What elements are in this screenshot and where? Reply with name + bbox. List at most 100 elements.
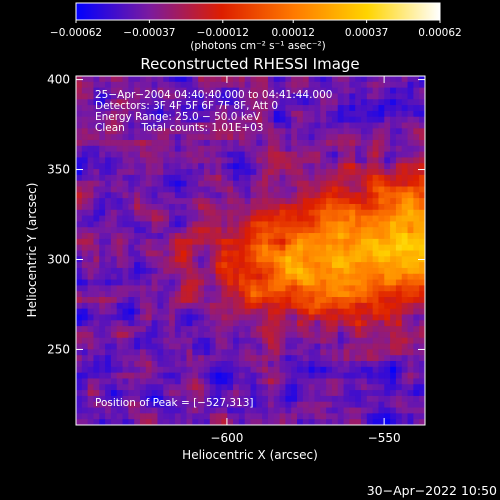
heatmap-cell (349, 174, 356, 182)
heatmap-cell (110, 221, 118, 228)
heatmap-cell (186, 285, 193, 292)
heatmap-cell (122, 326, 129, 333)
heatmap-cell (331, 186, 339, 193)
heatmap-cell (215, 331, 223, 339)
heatmap-cell (134, 157, 141, 164)
heatmap-cell (285, 267, 292, 275)
heatmap-cell (314, 198, 321, 205)
heatmap-cell (378, 273, 385, 281)
heatmap-cell (326, 331, 333, 339)
heatmap-cell (76, 221, 83, 228)
heatmap-cell (174, 267, 182, 275)
heatmap-cell (192, 81, 199, 89)
heatmap-cell (361, 227, 368, 234)
heatmap-cell (139, 169, 147, 176)
heatmap-cell (134, 372, 141, 380)
heatmap-cell (151, 279, 159, 286)
heatmap-cell (238, 99, 246, 106)
heatmap-cell (401, 390, 409, 397)
heatmap-cell (395, 419, 403, 425)
heatmap-cell (401, 401, 409, 409)
heatmap-cell (186, 244, 193, 252)
heatmap-cell (128, 384, 135, 391)
heatmap-cell (372, 128, 380, 135)
heatmap-cell (157, 87, 164, 95)
heatmap-cell (128, 151, 135, 159)
heatmap-cell (413, 87, 420, 95)
heatmap-cell (145, 238, 153, 246)
heatmap-cell (192, 110, 199, 118)
heatmap-cell (93, 93, 100, 100)
heatmap-cell (413, 93, 420, 100)
heatmap-cell (291, 372, 298, 380)
heatmap-cell (122, 355, 129, 362)
heatmap-cell (326, 349, 333, 356)
heatmap-cell (180, 203, 188, 211)
heatmap-cell (267, 349, 275, 356)
heatmap-cell (99, 262, 106, 269)
heatmap-cell (157, 355, 164, 362)
heatmap-cell (413, 169, 420, 176)
heatmap-cell (372, 361, 380, 368)
heatmap-cell (209, 221, 217, 228)
heatmap-cell (407, 157, 414, 164)
heatmap-cell (262, 87, 269, 95)
heatmap-cell (227, 262, 234, 269)
heatmap-cell (349, 198, 356, 205)
heatmap-cell (163, 110, 170, 118)
heatmap-cell (105, 139, 112, 147)
heatmap-cell (198, 209, 205, 217)
heatmap-cell (361, 326, 368, 333)
heatmap-cell (233, 302, 240, 310)
heatmap-cell (87, 314, 95, 321)
heatmap-cell (81, 413, 89, 420)
heatmap-cell (221, 291, 228, 298)
heatmap-cell (180, 174, 188, 182)
heatmap-cell (413, 134, 420, 141)
heatmap-cell (291, 139, 298, 147)
heatmap-cell (105, 203, 112, 211)
heatmap-cell (157, 390, 164, 397)
heatmap-cell (169, 314, 176, 321)
heatmap-cell (407, 180, 414, 188)
heatmap-cell (180, 407, 188, 414)
heatmap-cell (151, 297, 159, 304)
heatmap-cell (320, 244, 327, 252)
heatmap-cell (203, 87, 211, 95)
heatmap-cell (186, 128, 193, 135)
heatmap-cell (99, 337, 106, 345)
heatmap-cell (337, 320, 345, 327)
heatmap-cell (297, 279, 304, 286)
heatmap-cell (273, 250, 281, 257)
heatmap-cell (262, 366, 269, 374)
heatmap-cell (349, 116, 356, 124)
heatmap-cell (169, 267, 176, 275)
heatmap-cell (139, 291, 147, 298)
heatmap-cell (250, 297, 257, 304)
clean-counts-annotation: Clean Total counts: 1.01E+03 (95, 122, 264, 134)
heatmap-cell (331, 331, 339, 339)
heatmap-cell (267, 320, 275, 327)
heatmap-cell (349, 151, 356, 159)
heatmap-cell (209, 395, 217, 403)
heatmap-cell (279, 308, 286, 316)
heatmap-cell (209, 76, 217, 83)
heatmap-cell (256, 285, 263, 292)
heatmap-cell (343, 337, 350, 345)
heatmap-cell (99, 151, 106, 159)
heatmap-cell (372, 169, 380, 176)
heatmap-cell (302, 384, 310, 391)
heatmap-cell (76, 203, 83, 211)
heatmap-cell (279, 366, 286, 374)
heatmap-cell (326, 337, 333, 345)
heatmap-cell (343, 221, 350, 228)
heatmap-cell (186, 215, 193, 223)
heatmap-cell (384, 122, 391, 129)
heatmap-cell (256, 134, 263, 141)
heatmap-cell (366, 180, 374, 188)
heatmap-cell (413, 361, 420, 368)
heatmap-cell (250, 413, 257, 420)
heatmap-cell (314, 122, 321, 129)
heatmap-cell (250, 343, 257, 350)
heatmap-cell (192, 192, 199, 199)
